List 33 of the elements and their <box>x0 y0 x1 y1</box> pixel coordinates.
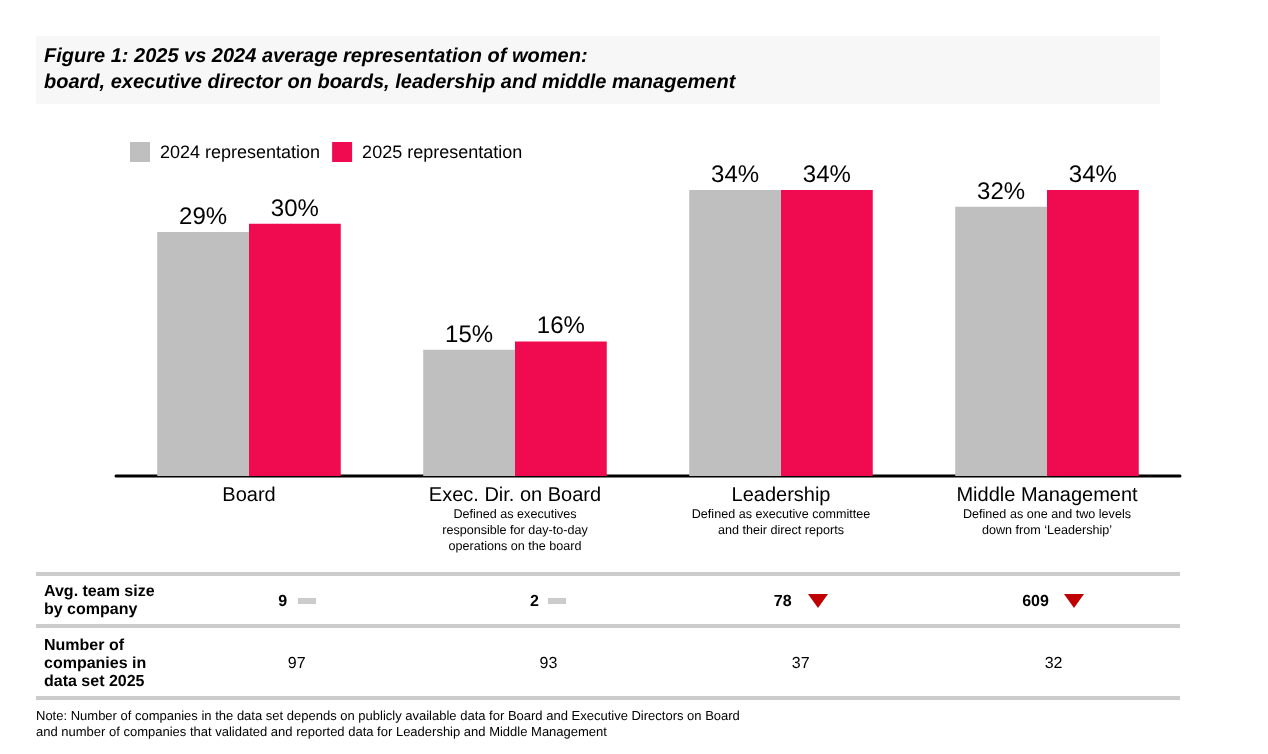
text: 32 <box>1044 653 1063 671</box>
text: 97 <box>287 653 306 671</box>
text: 609 <box>1022 591 1049 609</box>
data-label: 30% <box>270 193 320 222</box>
bar <box>423 349 515 476</box>
data-label: 32% <box>977 176 1026 205</box>
data-label: 34% <box>1068 160 1118 189</box>
bar <box>1047 190 1139 476</box>
text: Number of companies in data set 2025 <box>42 633 149 693</box>
bar <box>689 190 781 476</box>
data-label: 16% <box>536 311 586 340</box>
legend-label: 2024 representation <box>160 142 321 162</box>
data-label: 34% <box>802 160 852 189</box>
data-label: 29% <box>179 202 228 231</box>
text: 78 <box>773 591 792 609</box>
x-tick-label: Leadership <box>731 485 832 507</box>
x-tick-label: Middle Management <box>956 485 1139 507</box>
text: 9 <box>278 591 288 609</box>
text: 93 <box>539 653 558 671</box>
text: 37 <box>791 653 810 671</box>
text: 2 <box>530 591 539 609</box>
data-label: 15% <box>445 319 494 348</box>
bar <box>515 341 607 476</box>
chart-title: Figure 1: 2025 vs 2024 average representation of women: board, executive director on boards, leadership and middle management <box>36 36 1160 104</box>
text: Avg. team size by company <box>42 580 157 622</box>
bar <box>955 206 1047 476</box>
data-label: 34% <box>711 160 760 189</box>
bar <box>781 190 873 476</box>
bar <box>157 232 249 476</box>
bar <box>249 223 341 476</box>
legend-label: 2025 representation <box>362 142 523 162</box>
x-tick-label: Exec. Dir. on Board <box>428 485 602 507</box>
x-tick-label: Board <box>222 485 276 507</box>
